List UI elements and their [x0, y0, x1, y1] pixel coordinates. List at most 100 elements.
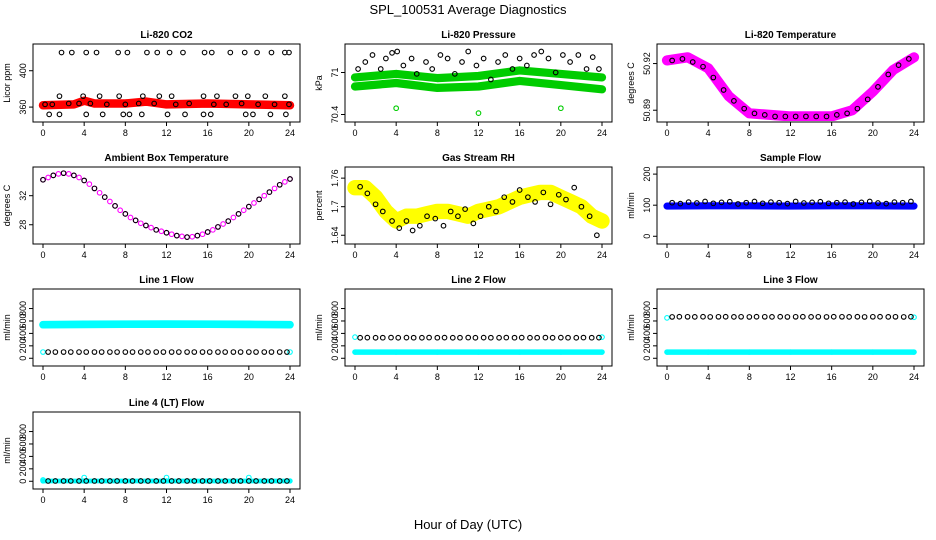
- series-band: [350, 66, 607, 83]
- data-point: [815, 313, 822, 320]
- data-point: [383, 208, 389, 215]
- y-tick-label: 70.4: [330, 106, 340, 124]
- data-point: [885, 71, 892, 78]
- data-point: [91, 185, 98, 192]
- data-point: [858, 199, 865, 206]
- panel-title: Gas Stream RH: [442, 153, 515, 164]
- data-point: [240, 207, 247, 214]
- data-point: [144, 49, 150, 56]
- data-point: [890, 67, 897, 73]
- data-point: [588, 334, 595, 341]
- x-tick-label: 4: [706, 128, 711, 138]
- data-point: [669, 199, 675, 206]
- y-tick-label: 800: [642, 301, 652, 316]
- x-tick-label: 12: [785, 128, 795, 138]
- panel-frame: [32, 166, 301, 245]
- data-point: [204, 478, 211, 484]
- data-point: [245, 349, 252, 355]
- data-point: [357, 183, 363, 190]
- data-point: [900, 314, 907, 320]
- panel-title: Line 1 Flow: [139, 275, 194, 286]
- data-point: [434, 75, 441, 81]
- data-point: [710, 200, 717, 207]
- data-point: [679, 56, 686, 62]
- x-tick-label: 12: [473, 372, 483, 382]
- data-point: [253, 349, 259, 355]
- data-point: [352, 184, 358, 191]
- data-point: [199, 349, 206, 355]
- data-point: [76, 100, 82, 107]
- data-point: [409, 227, 416, 234]
- data-point: [256, 196, 262, 203]
- data-point: [93, 49, 100, 56]
- data-point: [416, 222, 423, 229]
- data-point: [204, 100, 211, 107]
- data-point: [60, 478, 67, 484]
- data-point: [850, 201, 857, 207]
- data-point: [516, 194, 523, 200]
- data-point: [215, 224, 221, 230]
- x-tick-label: 8: [435, 128, 440, 138]
- data-point: [534, 334, 541, 341]
- data-point: [189, 233, 196, 240]
- x-tick-label: 20: [244, 250, 254, 260]
- data-point: [266, 189, 273, 195]
- data-point: [664, 57, 670, 64]
- data-point: [396, 225, 403, 231]
- data-point: [52, 478, 59, 484]
- data-point: [126, 111, 133, 118]
- data-point: [516, 78, 523, 84]
- data-point: [720, 87, 727, 93]
- data-point: [135, 100, 142, 107]
- x-tick-label: 16: [515, 128, 525, 138]
- x-tick-label: 8: [123, 372, 128, 382]
- data-point: [362, 184, 368, 191]
- data-point: [245, 203, 252, 210]
- data-point: [194, 232, 201, 239]
- series-green-0: [350, 66, 607, 83]
- x-tick-label: 12: [473, 250, 483, 260]
- y-axis-label: ml/min: [2, 437, 12, 464]
- data-point: [393, 349, 399, 355]
- data-point: [65, 171, 72, 177]
- x-tick-label: 0: [40, 372, 45, 382]
- data-point: [685, 199, 692, 205]
- data-point: [524, 62, 530, 69]
- data-point: [160, 478, 167, 484]
- data-point: [575, 52, 582, 58]
- data-point: [823, 314, 830, 320]
- data-point: [379, 334, 386, 341]
- data-point: [825, 200, 832, 207]
- data-point: [389, 50, 395, 56]
- data-point: [799, 313, 806, 320]
- data-point: [71, 172, 77, 179]
- x-tick-label: 16: [203, 495, 213, 505]
- y-tick-label: 200: [18, 338, 28, 353]
- data-point: [60, 349, 67, 355]
- panel-title: Li-820 Temperature: [745, 30, 837, 41]
- data-point: [153, 478, 160, 484]
- y-tick-label: 0: [18, 356, 28, 361]
- data-point: [465, 213, 471, 219]
- panel-title: Li-820 Pressure: [441, 30, 516, 41]
- data-point: [792, 313, 799, 320]
- data-point: [56, 93, 63, 100]
- data-point: [684, 54, 691, 61]
- data-point: [784, 314, 791, 320]
- data-point: [225, 218, 232, 224]
- data-point: [809, 199, 815, 206]
- data-point: [769, 314, 775, 320]
- data-point: [122, 349, 129, 355]
- data-point: [455, 211, 461, 217]
- data-point: [475, 349, 482, 355]
- y-tick-label: 600: [642, 313, 652, 328]
- data-point: [91, 349, 98, 355]
- data-point: [276, 349, 283, 355]
- data-point: [669, 57, 675, 64]
- data-point: [232, 93, 239, 100]
- y-axis-label: ml/min: [314, 314, 324, 341]
- data-point: [137, 478, 144, 484]
- x-tick-label: 20: [868, 250, 878, 260]
- y-tick-label: 400: [642, 326, 652, 341]
- data-point: [866, 198, 873, 205]
